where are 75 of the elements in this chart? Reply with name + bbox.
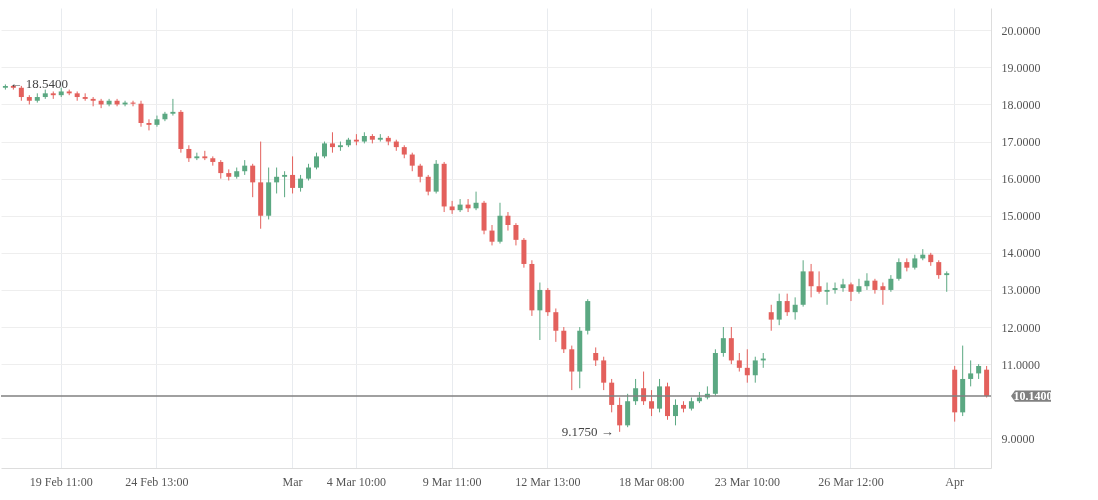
candlestick [489,224,495,246]
y-tick-label: 9.0000 [1001,431,1035,446]
y-tick-label: 12.0000 [1001,320,1041,335]
x-tick-label: 19 Feb 11:00 [29,474,93,489]
x-tick-label: 26 Mar 12:00 [818,474,884,489]
candlestick [720,326,726,358]
candlestick [824,282,830,306]
candlestick [409,152,415,172]
candlestick [649,389,655,417]
y-tick-label: 16.0000 [1001,172,1041,187]
candlestick [880,282,886,306]
candlestick [768,304,774,332]
candlestick [593,346,599,367]
x-tick-label: 24 Feb 13:00 [125,474,189,489]
candlestick [329,131,335,154]
y-tick-label: 15.0000 [1001,209,1041,224]
x-tick-label: 12 Mar 13:00 [515,474,581,489]
y-tick-label: 14.0000 [1001,246,1041,261]
candlestick [417,163,423,183]
candlestick [617,397,623,433]
candlestick [784,293,790,317]
candlestick [425,174,431,196]
candlestick [816,270,822,295]
candlestick [537,282,543,341]
candlestick [170,98,176,117]
y-tick-label: 11.0000 [1001,357,1041,372]
candlestick [90,96,96,107]
candlestick [736,352,742,373]
candlestick [808,263,814,298]
y-tick-label: 13.0000 [1001,283,1041,298]
x-tick-label: Apr [945,474,965,489]
candlestick [672,398,678,426]
candlestick [290,155,296,194]
candlestick [968,359,974,387]
y-tick-label: 18.0000 [1001,97,1041,112]
candlestick [553,307,559,343]
x-tick-label: 9 Mar 11:00 [422,474,482,489]
x-tick-label: 18 Mar 08:00 [618,474,685,489]
candlestick [601,356,607,391]
candlestick [728,326,734,365]
x-tick-label: Mar [282,474,303,489]
candlestick [218,159,224,180]
candlestick [449,200,455,215]
annotation: 9.1750 → [561,423,614,439]
candlestick [856,278,862,295]
candlestick [944,270,950,293]
x-tick-label: 23 Mar 10:00 [714,474,780,489]
ref-line-label: 10.1400 [1013,389,1053,404]
x-tick-label: 4 Mar 10:00 [326,474,387,489]
candlestick [154,115,160,128]
candlestick [561,326,567,354]
candlestick [657,378,663,413]
candlestick [848,282,854,302]
candlestick [569,345,575,391]
candlestick [744,348,750,384]
candlestick [752,356,758,384]
annotation: ← 18.5400 [9,76,68,92]
candlestick [832,282,838,295]
candlestick [146,118,152,131]
candlestick [186,144,192,163]
candlestick [792,296,798,321]
candlestick [513,222,519,246]
candlestick [776,293,782,326]
candlestick [505,211,511,232]
candlestick [138,100,144,128]
y-tick-label: 20.0000 [1001,23,1041,38]
candlestick [840,278,846,293]
candlestick [936,259,942,280]
candlestick [609,378,615,413]
candlestick [282,170,288,198]
candlestick [545,287,551,317]
candlestick [250,163,256,198]
candlestick [896,257,902,282]
y-tick-label: 17.0000 [1001,135,1041,150]
y-tick-label: 19.0000 [1001,60,1041,75]
